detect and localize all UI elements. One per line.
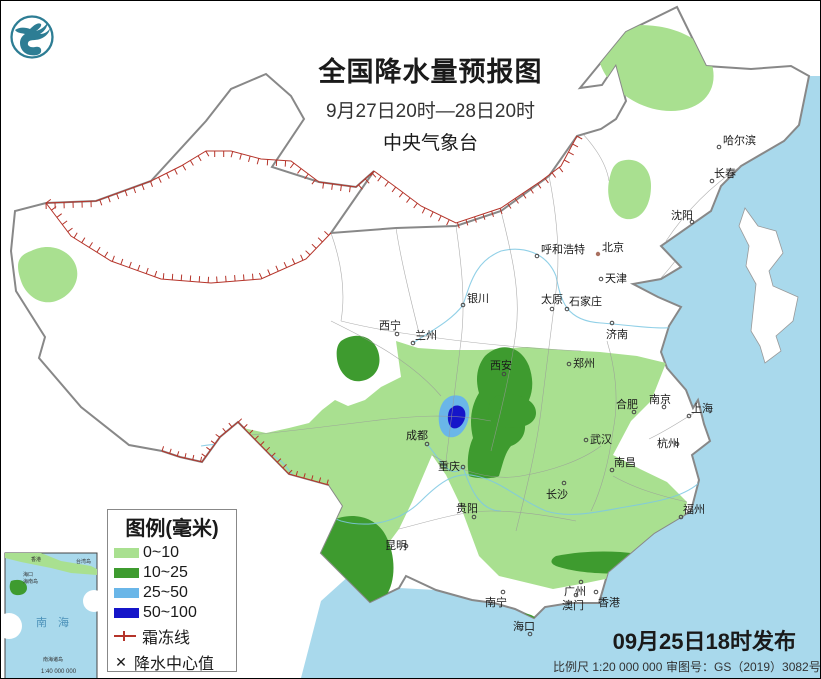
svg-text:合肥: 合肥 — [616, 397, 638, 411]
svg-text:沈阳: 沈阳 — [671, 208, 693, 222]
svg-text:兰州: 兰州 — [415, 329, 437, 342]
svg-text:福州: 福州 — [683, 502, 705, 516]
svg-text:台湾岛: 台湾岛 — [76, 558, 91, 565]
svg-text:澳门: 澳门 — [562, 598, 584, 612]
svg-text:南昌: 南昌 — [614, 456, 636, 469]
svg-text:香港: 香港 — [598, 596, 620, 609]
svg-text:09月25日18时发布: 09月25日18时发布 — [613, 629, 796, 654]
svg-text:南京: 南京 — [649, 392, 671, 406]
svg-text:重庆: 重庆 — [438, 459, 460, 473]
svg-text:南 海: 南 海 — [36, 615, 69, 629]
svg-text:香港: 香港 — [31, 556, 41, 563]
svg-text:南海诸岛: 南海诸岛 — [43, 656, 63, 663]
svg-text:西安: 西安 — [490, 358, 512, 372]
svg-text:济南: 济南 — [606, 327, 628, 341]
svg-text:海口: 海口 — [513, 619, 535, 633]
svg-text:1:40 000 000: 1:40 000 000 — [41, 669, 77, 675]
svg-text:长春: 长春 — [714, 167, 736, 180]
svg-text:石家庄: 石家庄 — [569, 294, 602, 308]
svg-text:西宁: 西宁 — [379, 318, 401, 332]
svg-text:海口: 海口 — [23, 571, 33, 578]
svg-text:太原: 太原 — [541, 293, 563, 306]
svg-text:贵阳: 贵阳 — [456, 502, 478, 515]
svg-text:上海: 上海 — [691, 401, 713, 415]
svg-text:审图号：GS（2019）3082号: 审图号：GS（2019）3082号 — [666, 659, 820, 674]
svg-text:郑州: 郑州 — [573, 356, 595, 370]
svg-text:呼和浩特: 呼和浩特 — [541, 242, 585, 256]
svg-text:长沙: 长沙 — [546, 488, 568, 501]
svg-text:比例尺 1:20 000 000: 比例尺 1:20 000 000 — [553, 660, 663, 674]
svg-text:杭州: 杭州 — [657, 436, 679, 450]
svg-text:银川: 银川 — [467, 291, 489, 305]
svg-text:北京: 北京 — [602, 240, 624, 254]
svg-text:武汉: 武汉 — [590, 433, 612, 446]
svg-text:海南岛: 海南岛 — [23, 578, 38, 585]
svg-text:成都: 成都 — [406, 429, 428, 442]
svg-text:天津: 天津 — [605, 272, 627, 285]
svg-text:昆明: 昆明 — [385, 539, 407, 552]
svg-text:南宁: 南宁 — [485, 595, 507, 609]
